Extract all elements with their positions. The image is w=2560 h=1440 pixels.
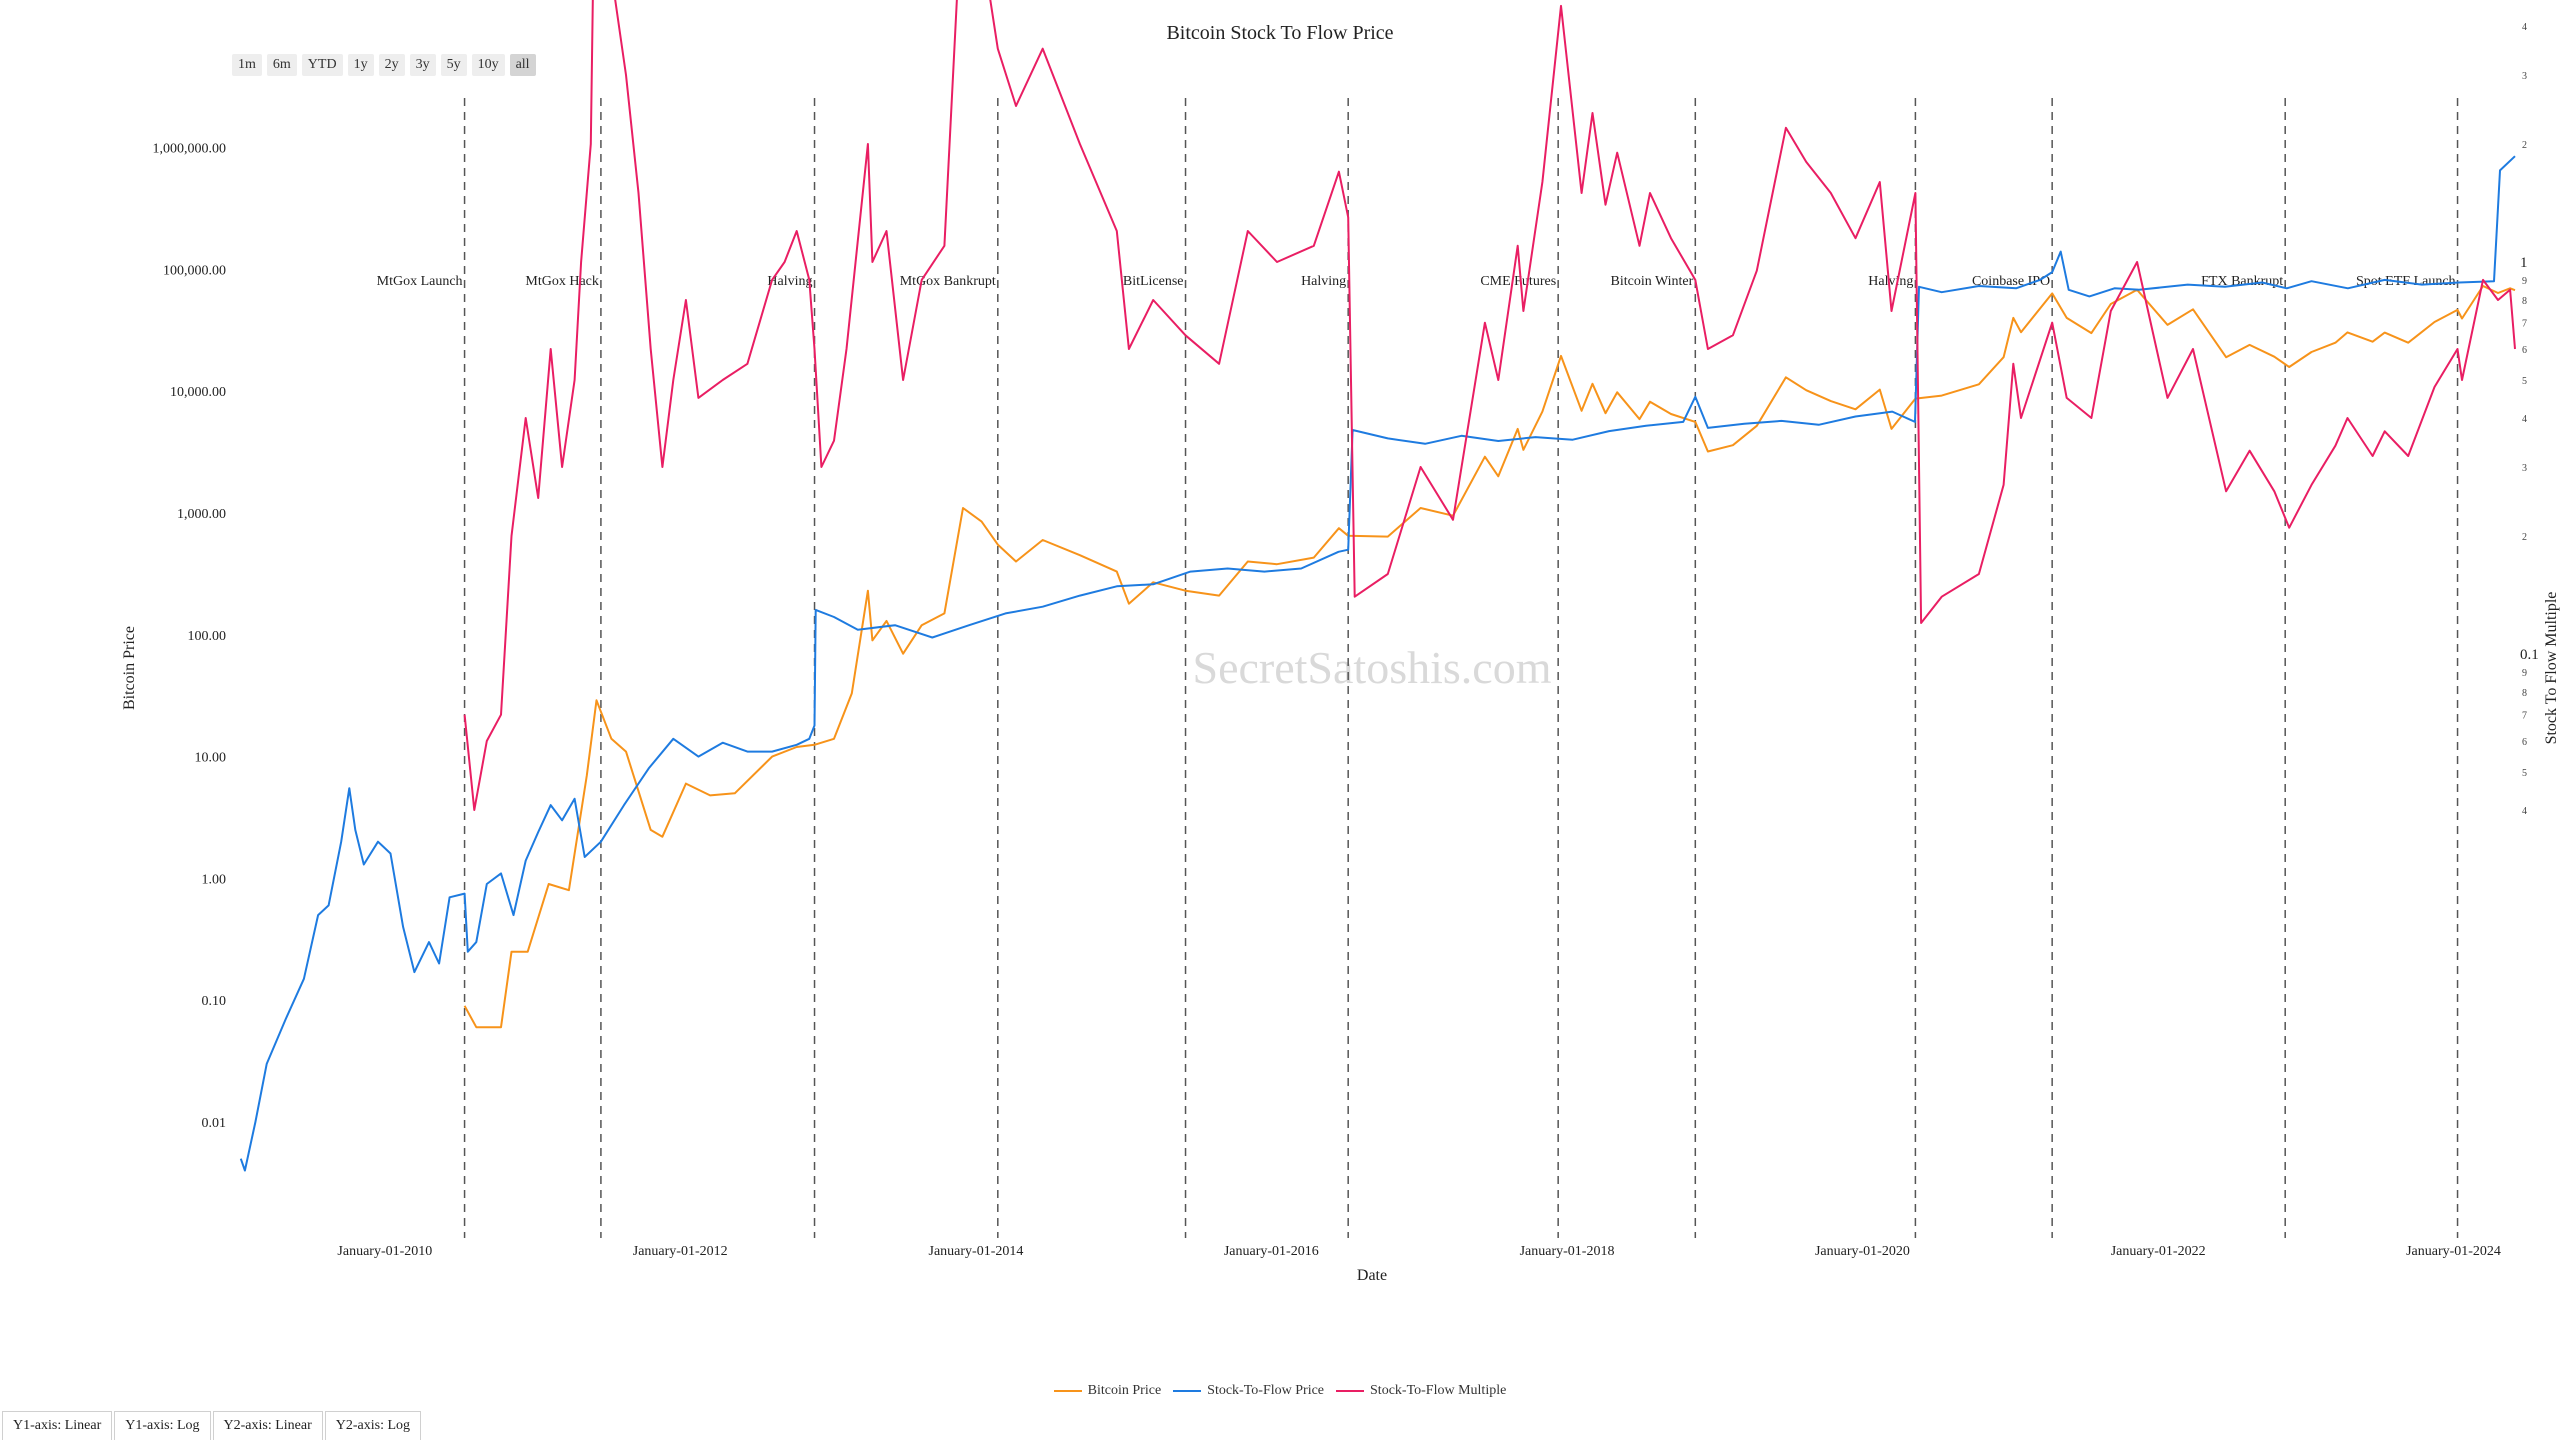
x-tick-label: January-01-2024	[2406, 1244, 2501, 1259]
y2-minor-tick-label: 3	[2522, 71, 2527, 82]
range-button-3y[interactable]: 3y	[409, 54, 436, 76]
series-s2f-multiple	[463, 0, 2516, 811]
y-tick-label: 1.00	[202, 872, 227, 887]
legend-swatch	[1053, 1390, 1082, 1392]
event-label: CME Futures	[1480, 274, 1556, 289]
range-button-6m[interactable]: 6m	[266, 54, 297, 76]
y2-axis: 0.111045678923456789234567892	[2520, 22, 2539, 817]
event-label: Bitcoin Winter	[1611, 274, 1694, 289]
legend: Bitcoin Price Stock-To-Flow Price Stock-…	[0, 1383, 2560, 1399]
range-button-1m[interactable]: 1m	[232, 54, 262, 76]
event-label: MtGox Launch	[377, 274, 463, 289]
event-label: Coinbase IPO	[1972, 274, 2050, 289]
y-tick-label: 100.00	[188, 629, 227, 644]
series-s2f-price	[239, 155, 2516, 1172]
x-tick-label: January-01-2020	[1815, 1244, 1910, 1259]
y2-minor-tick-label: 8	[2522, 296, 2527, 307]
y2-minor-tick-label: 8	[2522, 688, 2527, 699]
event-label: FTX Bankrupt	[2201, 274, 2283, 289]
y2-minor-tick-label: 9	[2522, 668, 2527, 679]
y2-minor-tick-label: 9	[2522, 276, 2527, 287]
series-bitcoin-price	[463, 285, 2516, 1029]
legend-swatch	[1173, 1390, 1202, 1392]
legend-label: Stock-To-Flow Multiple	[1370, 1383, 1507, 1398]
y2-minor-tick-label: 4	[2522, 22, 2527, 33]
y2-tick-label: 0.1	[2520, 647, 2539, 663]
legend-item-bitcoin-price[interactable]: Bitcoin Price	[1053, 1383, 1162, 1399]
x-tick-label: January-01-2018	[1520, 1244, 1615, 1259]
y-tick-label: 100,000.00	[163, 263, 226, 278]
event-label: BitLicense	[1123, 274, 1184, 289]
event-label: MtGox Bankrupt	[900, 274, 996, 289]
y-tick-label: 1,000,000.00	[153, 142, 227, 157]
y-axis-label: Bitcoin Price	[121, 626, 138, 710]
legend-swatch	[1336, 1390, 1365, 1392]
legend-label: Stock-To-Flow Price	[1207, 1383, 1325, 1398]
axis-scale-buttons: Y1-axis: Linear Y1-axis: Log Y2-axis: Li…	[2, 1411, 423, 1440]
y-tick-label: 0.01	[202, 1116, 227, 1131]
y1-log-button[interactable]: Y1-axis: Log	[114, 1411, 211, 1440]
y2-axis-label: Stock To Flow Multiple	[2543, 592, 2560, 745]
event-markers: MtGox Launch MtGox Hack Halving MtGox Bankr…	[377, 98, 2459, 1238]
y-tick-label: 1,000.00	[177, 507, 226, 522]
range-selector: 1m 6m YTD 1y 2y 3y 5y 10y all	[232, 54, 536, 76]
y2-minor-tick-label: 5	[2522, 768, 2527, 779]
y2-minor-tick-label: 2	[2522, 140, 2527, 151]
y-tick-label: 10.00	[195, 751, 227, 766]
event-label: Halving	[1301, 274, 1346, 289]
legend-item-s2f-price[interactable]: Stock-To-Flow Price	[1173, 1383, 1324, 1399]
range-button-ytd[interactable]: YTD	[301, 54, 343, 76]
range-button-10y[interactable]: 10y	[471, 54, 505, 76]
y1-axis: 0.01 0.10 1.00 10.00 100.00 1,000.00 10,000.00…	[153, 142, 227, 1131]
chart-title: Bitcoin Stock To Flow Price	[1166, 22, 1394, 44]
y2-tick-label: 1	[2520, 255, 2528, 271]
legend-label: Bitcoin Price	[1087, 1383, 1162, 1398]
x-tick-label: January-01-2010	[337, 1244, 432, 1259]
y2-minor-tick-label: 6	[2522, 345, 2527, 356]
y2-minor-tick-label: 2	[2522, 532, 2527, 543]
range-button-1y[interactable]: 1y	[347, 54, 374, 76]
range-button-2y[interactable]: 2y	[378, 54, 405, 76]
y2-minor-tick-label: 5	[2522, 376, 2527, 387]
y2-linear-button[interactable]: Y2-axis: Linear	[212, 1411, 323, 1440]
y1-linear-button[interactable]: Y1-axis: Linear	[2, 1411, 113, 1440]
event-label: MtGox Hack	[525, 274, 599, 289]
y-tick-label: 10,000.00	[170, 385, 226, 400]
y2-log-button[interactable]: Y2-axis: Log	[324, 1411, 422, 1440]
x-axis-label: Date	[1357, 1267, 1387, 1284]
y2-minor-tick-label: 4	[2522, 414, 2527, 425]
x-tick-label: January-01-2022	[2111, 1244, 2206, 1259]
x-tick-label: January-01-2012	[633, 1244, 728, 1259]
event-label: Halving	[767, 274, 812, 289]
y2-minor-tick-label: 4	[2522, 806, 2527, 817]
y2-minor-tick-label: 3	[2522, 463, 2527, 474]
event-label: Spot ETF Launch	[2356, 274, 2456, 289]
legend-item-s2f-multiple[interactable]: Stock-To-Flow Multiple	[1336, 1383, 1506, 1399]
watermark: SecretSatoshis.com	[1193, 642, 1552, 693]
y2-minor-tick-label: 7	[2522, 711, 2527, 722]
y-tick-label: 0.10	[202, 994, 227, 1009]
y2-minor-tick-label: 6	[2522, 737, 2527, 748]
range-button-all[interactable]: all	[509, 54, 536, 76]
y2-minor-tick-label: 7	[2522, 319, 2527, 330]
event-label: Halving	[1868, 274, 1913, 289]
x-tick-label: January-01-2014	[929, 1244, 1024, 1259]
x-axis: January-01-2010 January-01-2012 January-01…	[337, 1244, 2501, 1259]
series-lines	[239, 0, 2516, 1172]
range-button-5y[interactable]: 5y	[440, 54, 467, 76]
x-tick-label: January-01-2016	[1224, 1244, 1319, 1259]
